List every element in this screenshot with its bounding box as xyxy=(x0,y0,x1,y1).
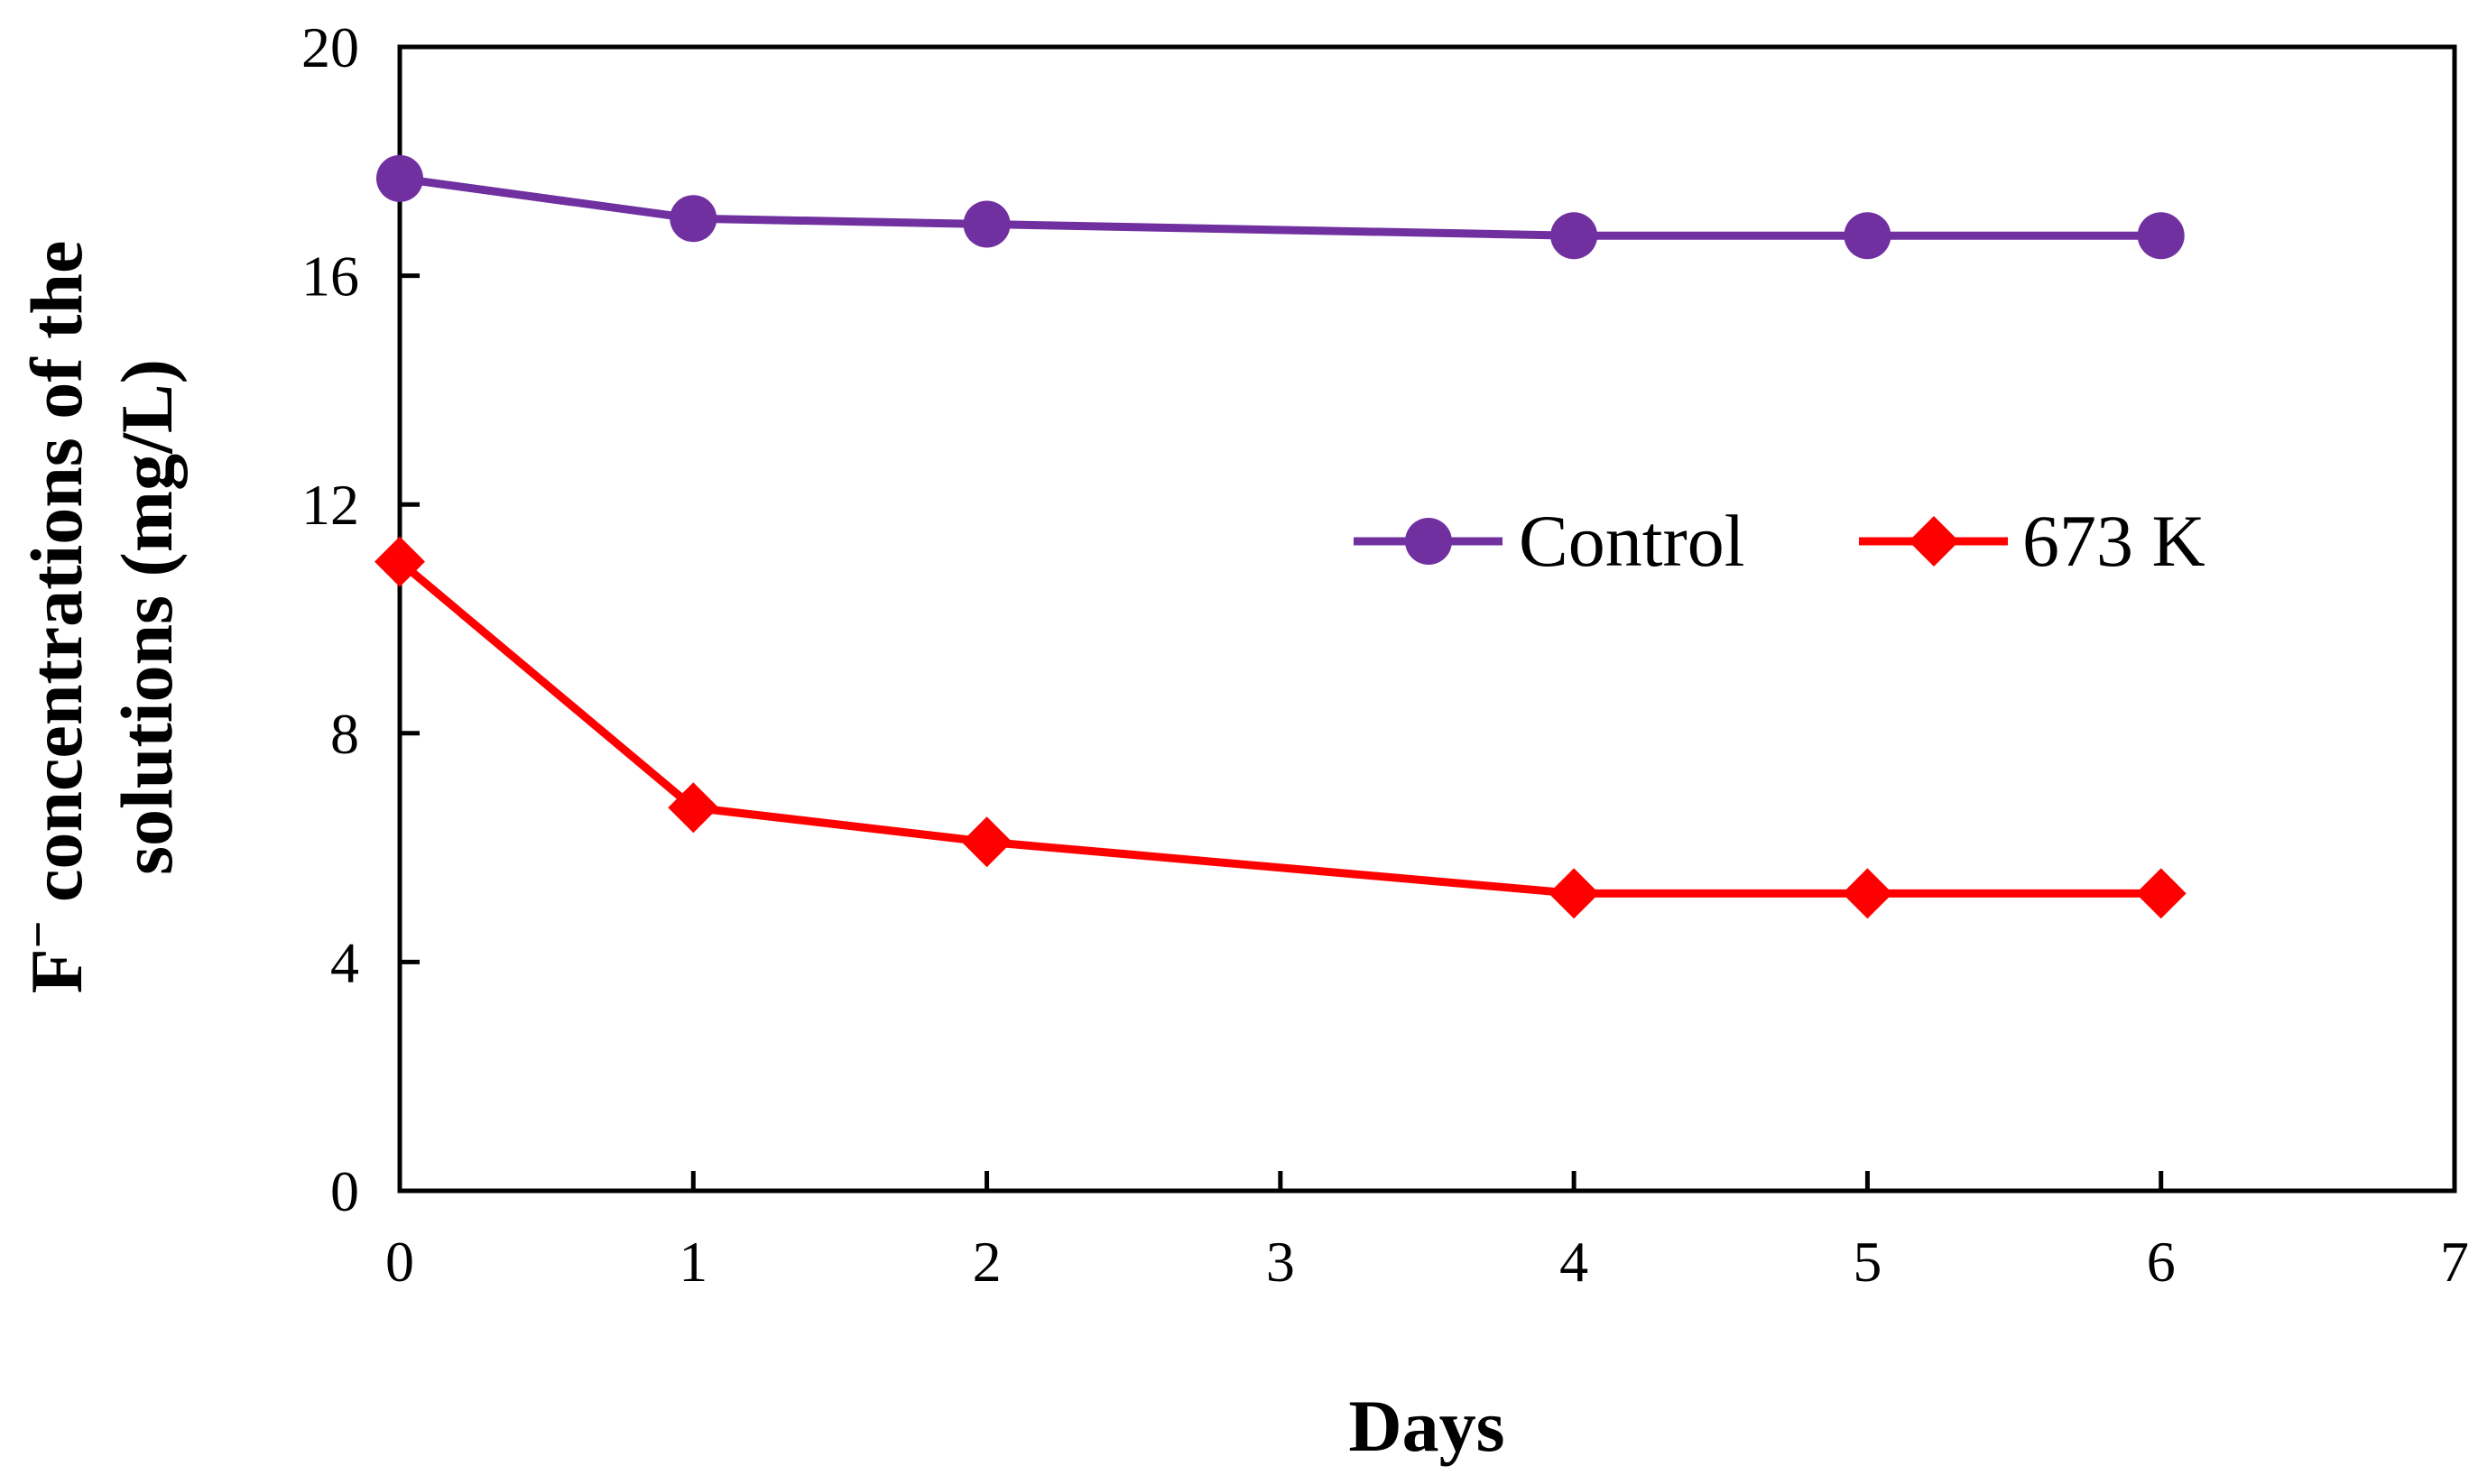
x-tick-label: 3 xyxy=(1266,1230,1295,1294)
legend-item-control: Control xyxy=(1354,500,1745,582)
series-layer xyxy=(374,154,2187,919)
x-axis-title: Days xyxy=(1348,1385,1504,1467)
y-tick-label: 16 xyxy=(301,244,359,309)
data-point-control xyxy=(376,154,423,202)
legend-item-673k: 673 K xyxy=(1859,500,2205,582)
data-point-673-k xyxy=(2135,868,2187,919)
data-point-673-k xyxy=(1842,868,1893,919)
y-axis-title: F− concentrations of the solutions (mg/L… xyxy=(11,241,188,994)
x-tick-label: 4 xyxy=(1559,1230,1588,1294)
series-line-control xyxy=(399,174,2161,240)
y-tick-label: 8 xyxy=(330,702,359,766)
y-tick-label: 0 xyxy=(330,1159,359,1223)
data-point-673-k xyxy=(374,536,425,587)
data-point-673-k xyxy=(961,816,1012,868)
data-point-control xyxy=(1550,212,1598,260)
data-point-control xyxy=(1844,212,1891,260)
y-tick-label: 20 xyxy=(301,15,359,79)
legend-label-control: Control xyxy=(1519,500,1745,582)
data-point-673-k xyxy=(668,782,719,834)
y-axis-title-rest: concentrations of the xyxy=(15,241,97,921)
series-line-673-k xyxy=(397,558,2161,898)
y-axis-title-f: F xyxy=(15,948,97,993)
x-tick-label: 1 xyxy=(679,1230,707,1294)
legend-label-673k: 673 K xyxy=(2022,500,2205,582)
data-point-673-k xyxy=(1549,868,1600,919)
legend: Control 673 K xyxy=(1354,500,2205,582)
y-axis-title-line2: solutions (mg/L) xyxy=(106,359,188,875)
x-tick-label: 0 xyxy=(385,1230,414,1294)
x-tick-label: 2 xyxy=(973,1230,1002,1294)
y-axis: 0 4 8 12 16 20 xyxy=(301,15,420,1223)
y-tick-label: 4 xyxy=(330,930,359,994)
data-point-control xyxy=(963,200,1011,248)
y-tick-label: 12 xyxy=(301,473,359,537)
data-point-control xyxy=(670,195,717,243)
legend-marker-control xyxy=(1405,518,1452,565)
data-point-control xyxy=(2137,212,2185,260)
legend-marker-673k xyxy=(1909,516,1959,567)
x-tick-label: 5 xyxy=(1853,1230,1882,1294)
x-axis: 0 1 2 3 4 5 6 7 xyxy=(385,1171,2469,1294)
x-tick-label: 7 xyxy=(2440,1230,2469,1294)
x-tick-label: 6 xyxy=(2147,1230,2176,1294)
y-axis-title-superscript: − xyxy=(11,920,65,948)
y-axis-title-line1: F− concentrations of the xyxy=(11,241,97,994)
